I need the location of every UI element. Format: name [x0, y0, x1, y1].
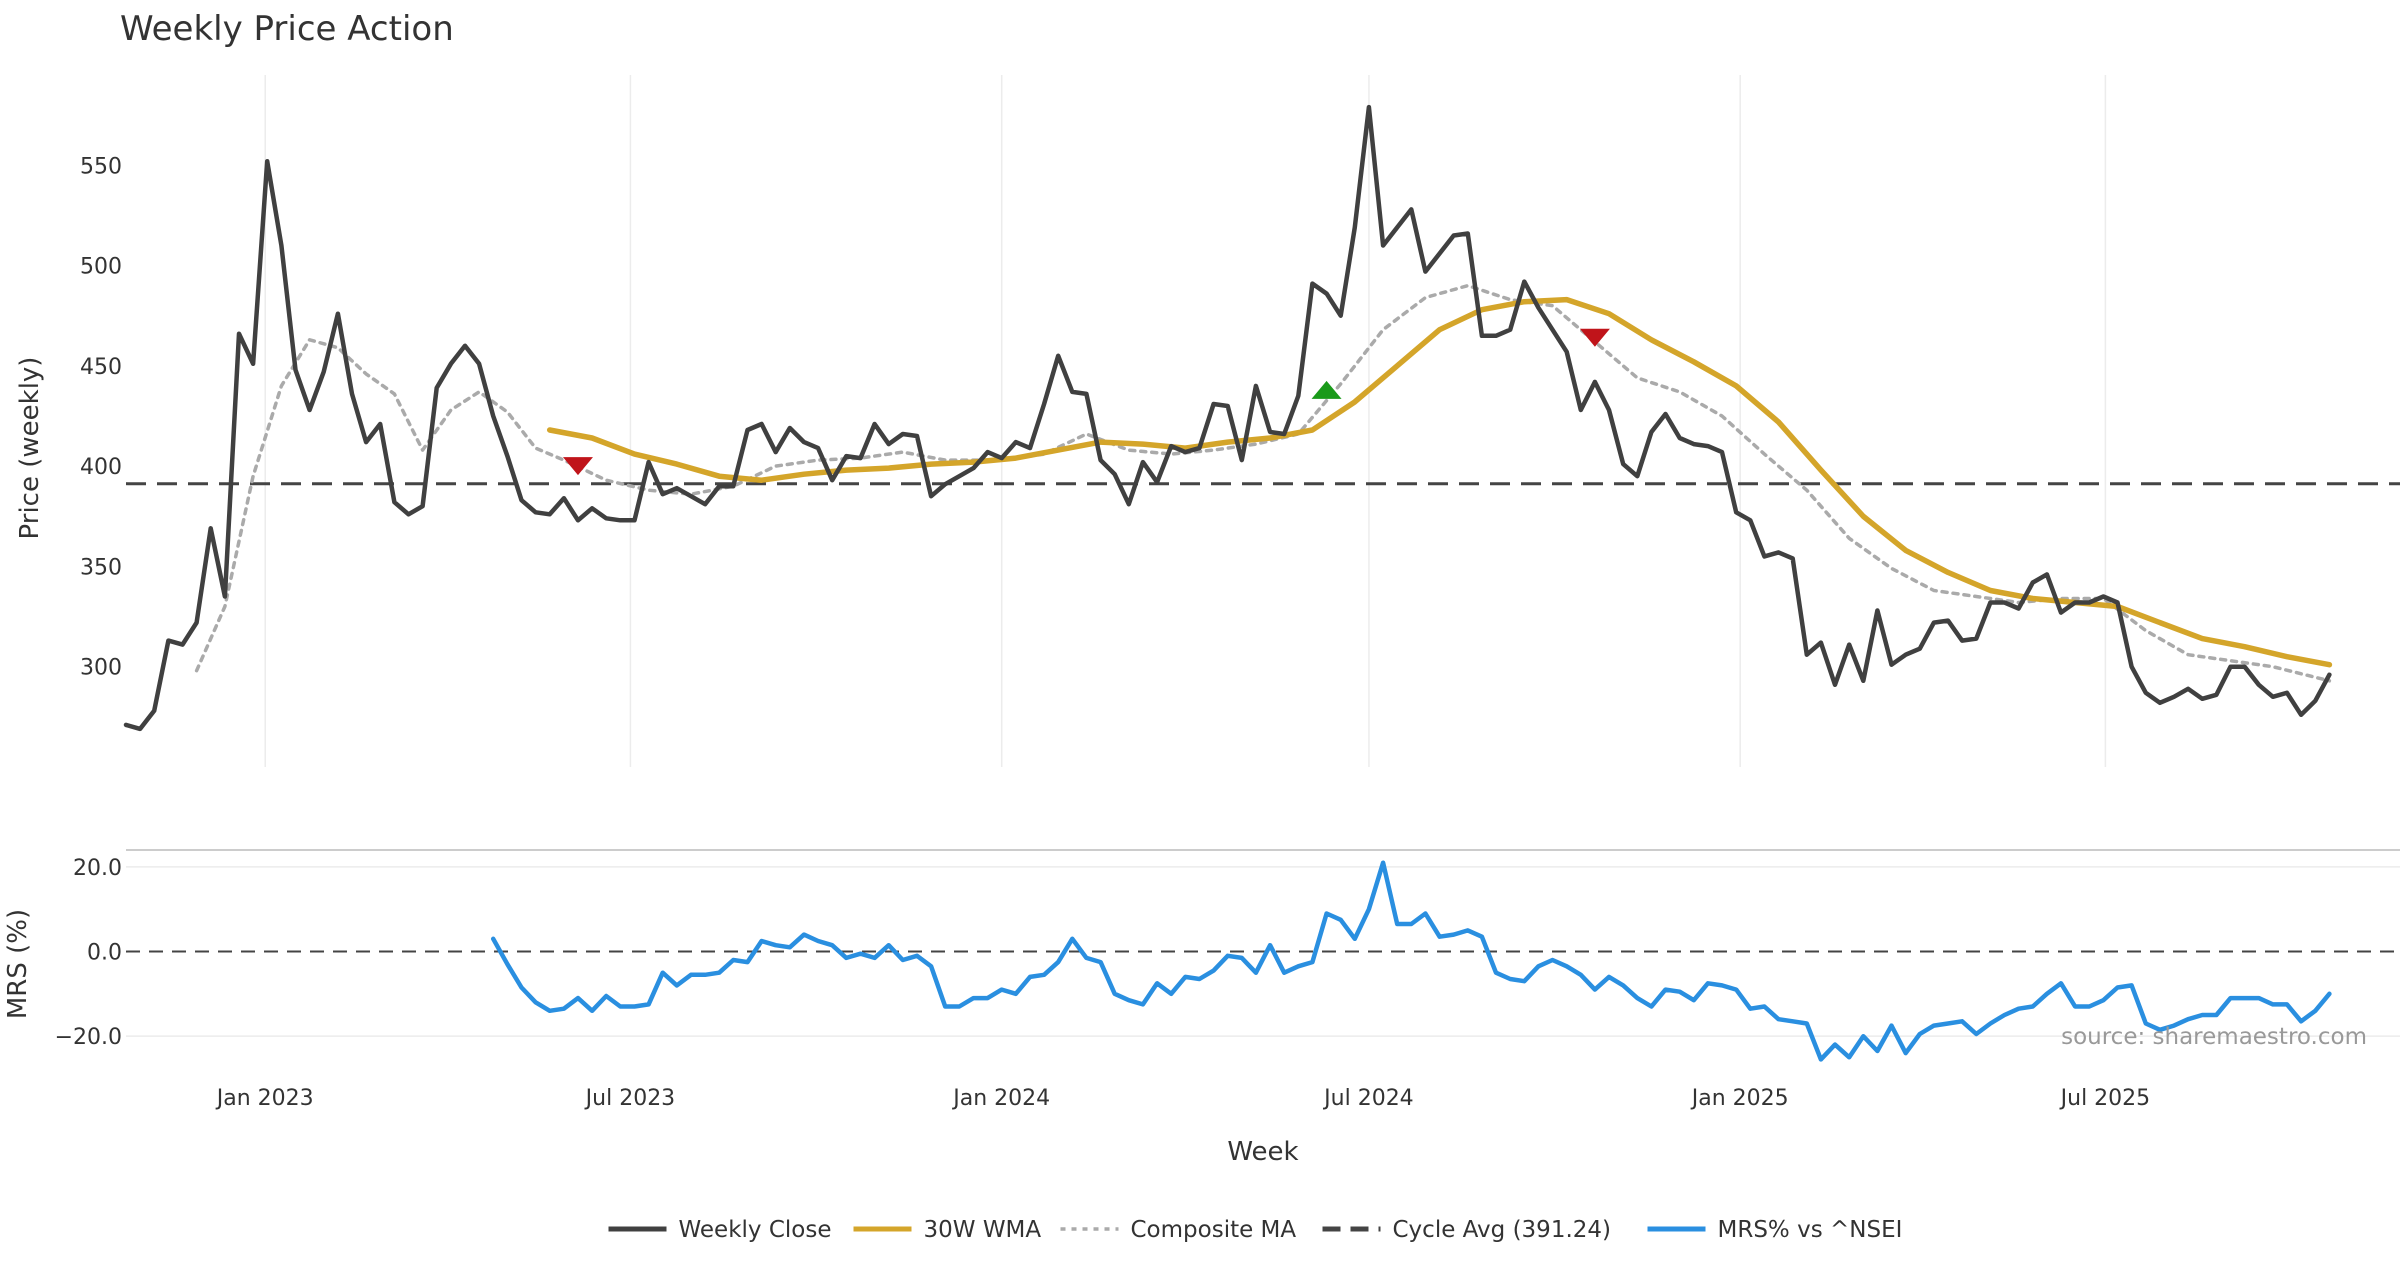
composite-ma-line	[194, 283, 2332, 683]
price-y-tick-label: 500	[80, 255, 122, 280]
legend: Weekly Close 30W WMA Composite MA Cycle Avg…	[608, 1217, 1903, 1243]
x-tick-label: Jan 2024	[951, 1086, 1050, 1111]
legend-label: Cycle Avg (391.24)	[1393, 1217, 1612, 1243]
x-axis-label: Week	[1227, 1137, 1298, 1167]
sell-signal-marker	[1579, 328, 1610, 347]
legend-label: 30W WMA	[924, 1217, 1042, 1243]
legend-item: 30W WMA	[853, 1217, 1042, 1243]
mrs-y-tick-label: −20.0	[55, 1025, 122, 1050]
mrs-panel: 20.0 0.0 −20.0 MRS (%) source: sharemaestr…	[3, 849, 2400, 1062]
weekly-close-line	[123, 104, 2332, 732]
price-y-ticks: 300 350 400 450 500 550	[80, 154, 122, 680]
source-annotation: source: sharemaestro.com	[2061, 1024, 2367, 1050]
price-series	[123, 104, 2400, 732]
x-tick-label: Jan 2023	[215, 1086, 314, 1111]
legend-item: Cycle Avg (391.24)	[1322, 1217, 1612, 1243]
mrs-y-axis-label: MRS (%)	[3, 909, 33, 1019]
x-tick-label: Jul 2025	[2059, 1086, 2151, 1111]
wma-30w-line	[546, 296, 2333, 668]
legend-item: Weekly Close	[608, 1217, 832, 1243]
mrs-series	[490, 860, 2332, 1062]
x-tick-label: Jul 2023	[584, 1086, 676, 1111]
mrs-y-ticks: 20.0 0.0 −20.0	[55, 856, 122, 1050]
mrs-grid	[126, 866, 2400, 1037]
chart-title: Weekly Price Action	[120, 9, 454, 49]
legend-label: Weekly Close	[679, 1217, 832, 1243]
price-y-tick-label: 400	[80, 455, 122, 480]
price-y-tick-label: 550	[80, 154, 122, 179]
buy-signal-marker	[1311, 380, 1342, 399]
price-panel: 300 350 400 450 500 550 Price (weekly)	[15, 75, 2400, 767]
x-axis-ticks: Jan 2023 Jul 2023 Jan 2024 Jul 2024 Jan 2025…	[215, 1086, 2150, 1111]
legend-item: Composite MA	[1060, 1217, 1297, 1243]
legend-label: MRS% vs ^NSEI	[1718, 1217, 1903, 1243]
legend-item: MRS% vs ^NSEI	[1647, 1217, 1903, 1243]
price-y-tick-label: 300	[80, 656, 122, 681]
legend-label: Composite MA	[1131, 1217, 1297, 1243]
x-tick-label: Jan 2025	[1690, 1086, 1789, 1111]
mrs-line	[490, 860, 2332, 1062]
signal-markers	[562, 328, 1610, 476]
price-y-tick-label: 450	[80, 355, 122, 380]
mrs-y-tick-label: 20.0	[73, 856, 122, 881]
sell-signal-marker	[562, 457, 593, 476]
x-tick-label: Jul 2024	[1322, 1086, 1414, 1111]
price-y-tick-label: 350	[80, 555, 122, 580]
mrs-y-tick-label: 0.0	[87, 941, 122, 966]
price-grid	[264, 75, 2107, 767]
price-y-axis-label: Price (weekly)	[15, 357, 45, 540]
